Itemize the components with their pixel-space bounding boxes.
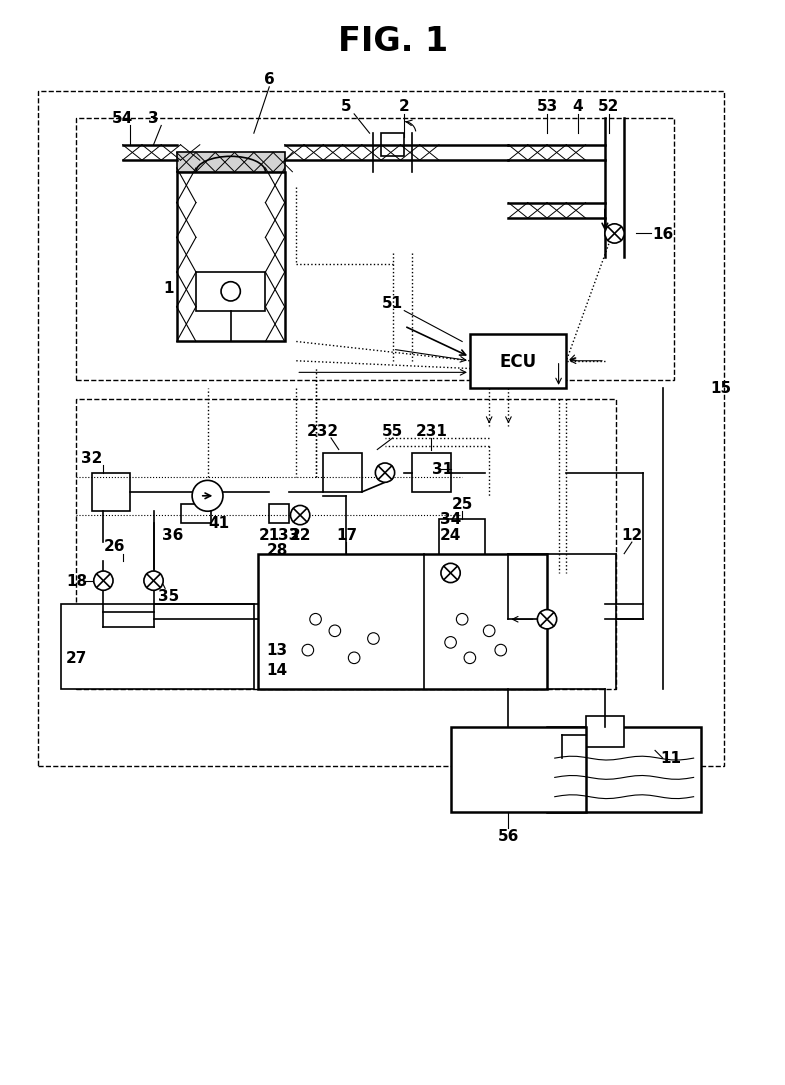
Text: 33: 33 [278,527,299,542]
Bar [196,272,265,311]
Circle shape [483,625,495,637]
Circle shape [367,633,379,644]
Circle shape [537,610,557,629]
Text: 22: 22 [289,527,311,542]
Bar [177,173,284,342]
Text: 1: 1 [163,281,174,295]
Text: 14: 14 [266,662,287,677]
Bar [181,503,211,523]
Text: 31: 31 [432,462,453,476]
Circle shape [440,564,460,583]
Text: 41: 41 [209,515,229,531]
Bar [76,118,674,381]
Text: 16: 16 [652,227,673,242]
Circle shape [604,225,624,244]
Text: 36: 36 [162,527,184,542]
Circle shape [495,644,506,656]
Bar [550,751,574,766]
Bar [177,153,284,173]
Circle shape [349,652,360,664]
Text: 24: 24 [440,527,461,542]
Text: 54: 54 [112,111,133,126]
Circle shape [329,625,341,637]
Text: ECU: ECU [499,353,536,370]
Circle shape [290,506,309,525]
Circle shape [375,463,394,483]
Text: 3: 3 [148,111,159,126]
Text: 15: 15 [710,381,731,396]
Text: 51: 51 [382,296,403,311]
Text: FIG. 1: FIG. 1 [338,25,447,58]
Bar [381,133,404,157]
Text: 25: 25 [451,497,473,511]
Text: 26: 26 [104,539,126,553]
Circle shape [444,637,456,649]
Circle shape [93,572,113,590]
Bar [92,473,130,512]
Bar [586,716,624,746]
Bar [38,91,724,766]
Text: 34: 34 [440,512,461,527]
Text: 28: 28 [266,542,287,558]
Text: 232: 232 [307,423,339,438]
Text: 5: 5 [341,100,352,114]
Text: 18: 18 [66,574,87,588]
Text: 12: 12 [621,527,642,542]
Bar [412,454,451,493]
Text: 32: 32 [81,450,103,465]
Circle shape [464,652,476,664]
Bar [439,520,485,573]
Text: 53: 53 [536,100,557,114]
Bar [451,728,586,813]
Bar [546,728,701,813]
Text: 21: 21 [258,527,279,542]
Text: 56: 56 [498,828,519,843]
Text: 52: 52 [597,100,619,114]
Bar [269,503,288,523]
Circle shape [144,572,163,590]
Text: 13: 13 [266,643,287,658]
Text: 27: 27 [66,651,87,665]
Text: 231: 231 [415,423,447,438]
Text: 11: 11 [659,751,681,766]
Bar [61,604,254,689]
Bar [257,554,546,689]
Text: 17: 17 [336,527,357,542]
Circle shape [456,614,468,625]
Circle shape [309,614,321,625]
Bar [469,334,566,388]
Text: 6: 6 [264,73,275,88]
Text: 2: 2 [399,100,410,114]
Bar [323,454,362,493]
Text: 55: 55 [382,423,403,438]
Text: 35: 35 [159,589,180,604]
Bar [76,400,616,689]
Text: 4: 4 [572,100,583,114]
Circle shape [192,481,223,512]
Circle shape [221,282,240,302]
Circle shape [302,644,313,656]
